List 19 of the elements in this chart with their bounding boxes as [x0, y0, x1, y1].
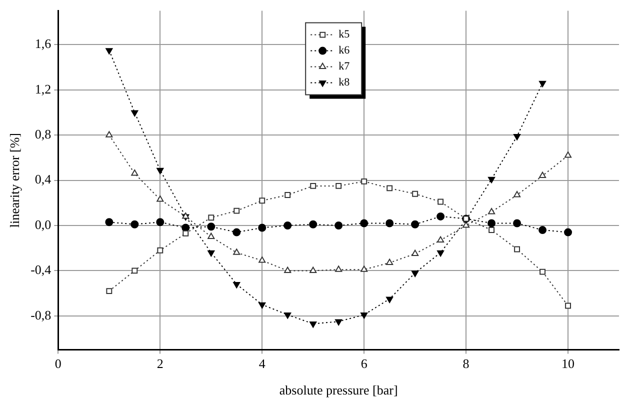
legend-label: k8	[338, 76, 350, 89]
legend-label: k6	[338, 44, 350, 57]
y-tick-label: -0,4	[30, 262, 52, 278]
y-tick-label: 0,4	[34, 172, 52, 187]
y-tick-label: 1,6	[34, 36, 52, 52]
y-axis-title: linearity error [%]	[7, 133, 22, 228]
y-tick-label: 1,2	[34, 81, 52, 96]
x-tick-label: 4	[258, 356, 266, 372]
x-tick-label: 2	[156, 356, 164, 372]
x-tick-label: 6	[360, 356, 368, 372]
y-tick-label: -0,8	[30, 307, 52, 322]
x-tick-label: 0	[54, 356, 62, 372]
x-tick-label: 8	[462, 356, 470, 372]
legend-label: k5	[338, 28, 350, 41]
y-tick-label: 0,0	[34, 216, 52, 232]
x-axis-title: absolute pressure [bar]	[279, 382, 398, 398]
x-tick-label: 10	[562, 356, 575, 372]
legend-label: k7	[338, 60, 350, 73]
y-tick-label: 0,8	[34, 126, 52, 142]
